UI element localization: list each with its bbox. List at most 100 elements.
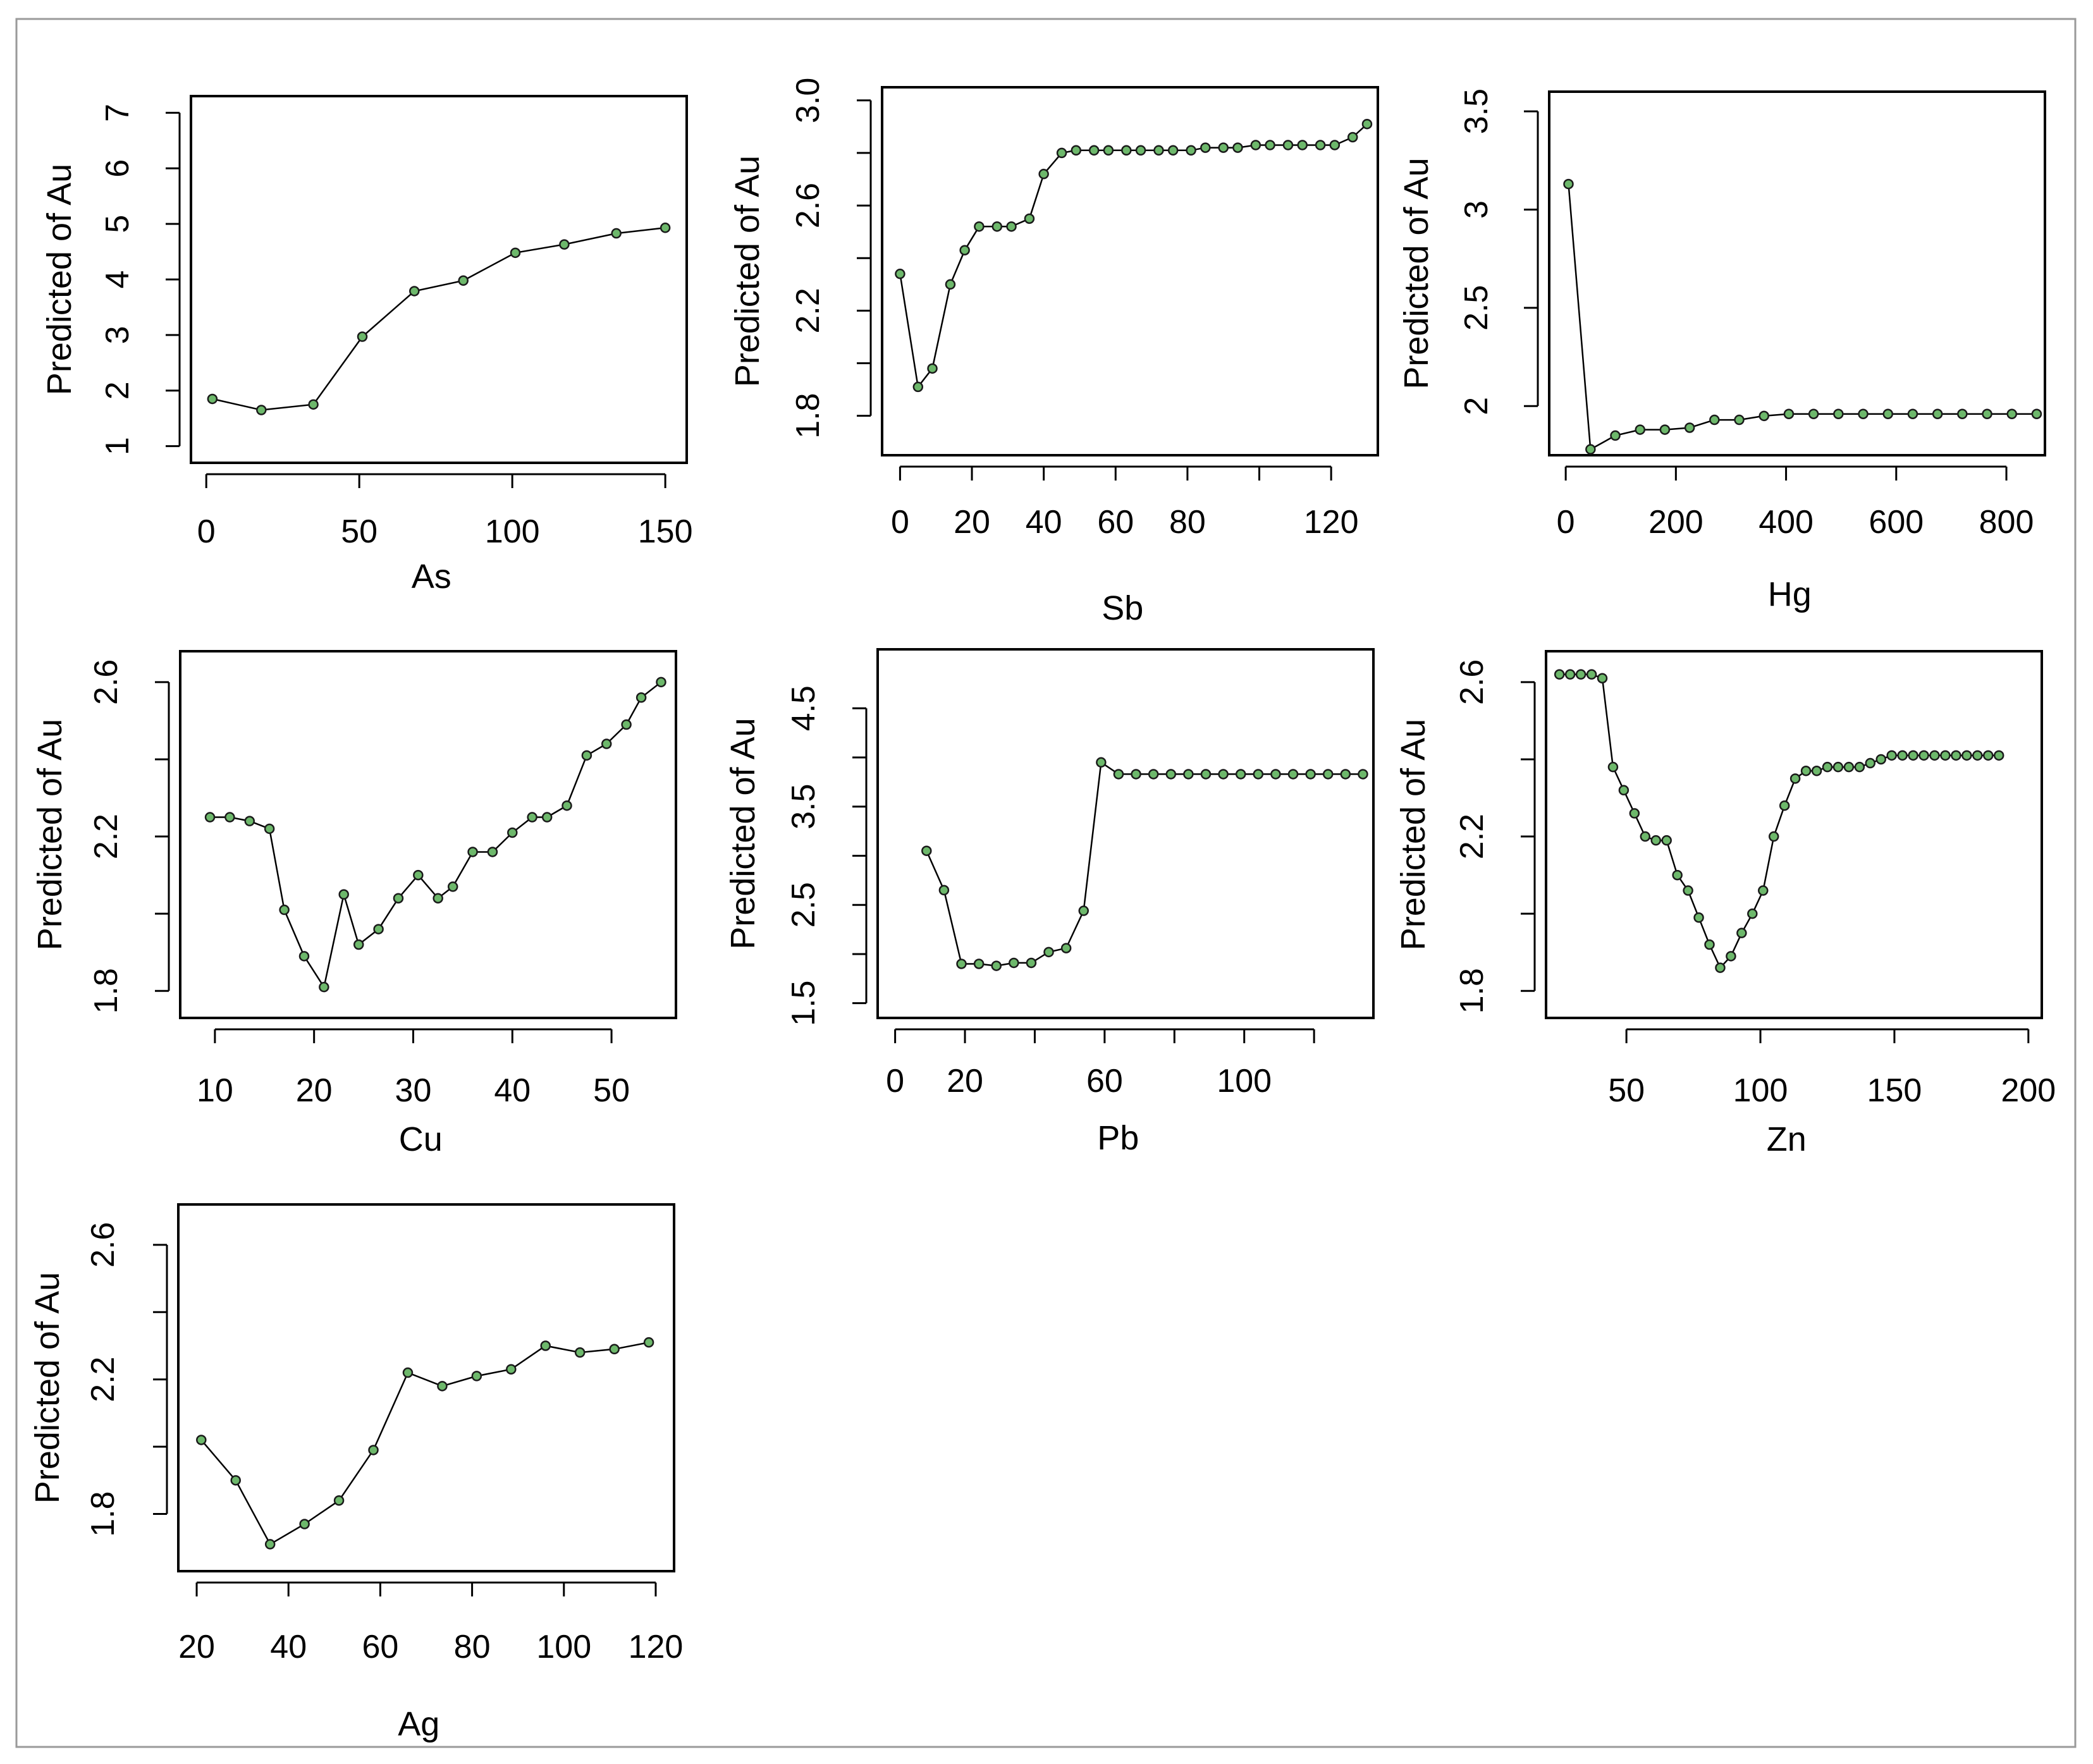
panel-zn-data-point xyxy=(1811,766,1822,776)
panel-pb: 0 20 60 100 1.5 2.5 3.5 4.5 Pb Predicted of Au xyxy=(724,648,1375,1157)
panel-sb-data-point xyxy=(1153,145,1164,156)
panel-sb-x-tick-label: 20 xyxy=(954,504,990,541)
panel-sb-data-point xyxy=(959,245,970,255)
panel-sb-data-point xyxy=(1297,140,1308,150)
panel-zn-data-point xyxy=(1972,750,1983,761)
panel-pb-data-point xyxy=(1043,946,1054,958)
panel-ag-data-point xyxy=(264,1539,276,1550)
panel-sb-data-point xyxy=(1038,168,1049,180)
panel-hg-data-point xyxy=(1882,408,1893,419)
panel-hg-data-point xyxy=(1758,410,1769,422)
panel-zn-data-point xyxy=(1918,750,1929,761)
panel-as-y-tick-label: 4 xyxy=(99,271,136,289)
panel-ag-data-point xyxy=(540,1340,551,1351)
panel-zn-data-point xyxy=(1564,669,1576,680)
panel-zn-data-point xyxy=(1736,928,1747,938)
panel-as-x-tick-label: 0 xyxy=(197,513,216,550)
panel-as-data-point xyxy=(458,275,469,286)
panel-cu: 10 20 30 40 50 1.8 2.2 2.6 Cu Predicted of Au xyxy=(31,650,677,1158)
panel-ag-series-line xyxy=(200,1341,649,1546)
panel-hg-x-axis-title: Hg xyxy=(1768,575,1812,613)
panel-zn-data-point xyxy=(1897,750,1908,761)
panel-pb-data-point xyxy=(1078,905,1089,916)
panel-cu-y-tick-label: 2.6 xyxy=(88,659,125,705)
panel-sb-data-point xyxy=(1250,140,1261,150)
panel-hg-data-point xyxy=(1684,422,1695,433)
panel-sb-y-tick-label: 3.0 xyxy=(790,78,826,123)
panel-pb-y-tick-label: 1.5 xyxy=(785,981,822,1026)
panel-zn-data-point xyxy=(1726,951,1736,962)
panel-sb-data-point xyxy=(1121,145,1132,156)
panel-hg-x-tick-label: 200 xyxy=(1648,504,1703,541)
panel-hg-data-point xyxy=(1833,408,1844,419)
panel-hg-data-point xyxy=(1635,424,1645,435)
panel-zn-data-point xyxy=(1554,669,1565,680)
panel-zn-data-point xyxy=(1672,869,1683,881)
panel-as-y-tick-label: 6 xyxy=(99,159,136,178)
panel-zn-y-tick-label: 2.2 xyxy=(1454,814,1490,859)
panel-cu-data-point xyxy=(204,812,216,823)
panel-zn-x-tick-label: 100 xyxy=(1733,1072,1788,1109)
panel-sb-data-point xyxy=(1024,213,1035,224)
panel-zn-y-axis-title: Predicted of Au xyxy=(1394,719,1432,950)
panel-cu-data-point xyxy=(507,827,518,838)
panel-ag-y-tick-label: 2.6 xyxy=(85,1222,121,1268)
panel-ag-data-point xyxy=(299,1519,310,1529)
panel-cu-data-point xyxy=(656,677,666,688)
panel-hg-data-point xyxy=(1610,430,1621,441)
panel-zn-y-tick-label: 1.8 xyxy=(1454,968,1490,1014)
panel-sb: 0 20 40 60 80 120 1.8 2.2 2.6 3.0 Sb Predicted of A… xyxy=(728,78,1379,627)
panel-sb-plot-box xyxy=(881,86,1379,456)
panel-cu-plot-box xyxy=(179,650,677,1019)
panel-pb-data-point xyxy=(1340,769,1351,780)
panel-cu-data-point xyxy=(224,812,235,823)
panel-pb-data-point xyxy=(921,845,932,856)
panel-cu-x-tick-label: 20 xyxy=(296,1072,333,1109)
panel-hg-data-point xyxy=(1957,408,1968,419)
panel-zn-x-axis-title: Zn xyxy=(1767,1120,1807,1158)
panel-ag-data-point xyxy=(609,1344,620,1355)
panel-ag-x-tick-label: 120 xyxy=(629,1629,684,1665)
panel-zn-data-point xyxy=(1822,761,1833,773)
panel-sb-data-point xyxy=(912,381,924,393)
panel-as-data-point xyxy=(660,223,671,233)
panel-sb-x-tick-label: 0 xyxy=(891,504,909,541)
panel-pb-data-point xyxy=(938,885,950,896)
panel-pb-x-tick-label: 20 xyxy=(947,1063,983,1099)
panel-cu-data-point xyxy=(319,981,329,993)
panel-as-y-tick-label: 1 xyxy=(99,437,136,455)
panel-zn-data-point xyxy=(1789,773,1801,784)
panel-cu-data-point xyxy=(373,924,384,934)
panel-hg-data-point xyxy=(1709,414,1720,426)
panel-zn-data-point xyxy=(1607,761,1619,773)
panel-hg-y-tick-label: 2 xyxy=(1458,397,1495,415)
panel-cu-data-point xyxy=(562,800,572,811)
panel-cu-x-tick-label: 30 xyxy=(395,1072,432,1109)
panel-hg-x-tick-label: 800 xyxy=(1979,504,2034,541)
figure-frame xyxy=(15,18,2077,1748)
panel-sb-data-point xyxy=(991,221,1003,232)
panel-hg-x-tick-label: 0 xyxy=(1557,504,1575,541)
panel-sb-data-point xyxy=(1282,140,1294,150)
panel-sb-y-axis-title: Predicted of Au xyxy=(728,156,766,387)
panel-sb-x-tick-label: 60 xyxy=(1097,504,1134,541)
panel-hg-plot-box xyxy=(1548,90,2046,456)
panel-cu-data-point xyxy=(338,889,349,900)
panel-zn-data-point xyxy=(1865,757,1876,769)
panel-zn-data-point xyxy=(1875,754,1886,765)
panel-zn-data-point xyxy=(1629,808,1640,819)
panel-zn: 50 100 150 200 1.8 2.2 2.6 Zn Predicted of Au xyxy=(1394,650,2056,1158)
panel-ag-data-point xyxy=(368,1445,379,1455)
panel-zn-x-tick-label: 200 xyxy=(2001,1072,2056,1109)
panel-sb-data-point xyxy=(1361,118,1373,130)
panel-cu-data-point xyxy=(635,692,647,703)
panel-ag-data-point xyxy=(471,1371,482,1381)
panel-hg-x-tick-label: 600 xyxy=(1869,504,1924,541)
panel-cu-x-tick-label: 40 xyxy=(494,1072,531,1109)
panel-ag-data-point xyxy=(196,1435,207,1445)
panel-cu-data-point xyxy=(433,893,443,903)
panel-zn-data-point xyxy=(1854,761,1865,773)
panel-sb-y-tick-label: 1.8 xyxy=(790,393,826,438)
panel-pb-y-axis-title: Predicted of Au xyxy=(724,718,762,949)
panel-cu-data-point xyxy=(447,881,458,892)
